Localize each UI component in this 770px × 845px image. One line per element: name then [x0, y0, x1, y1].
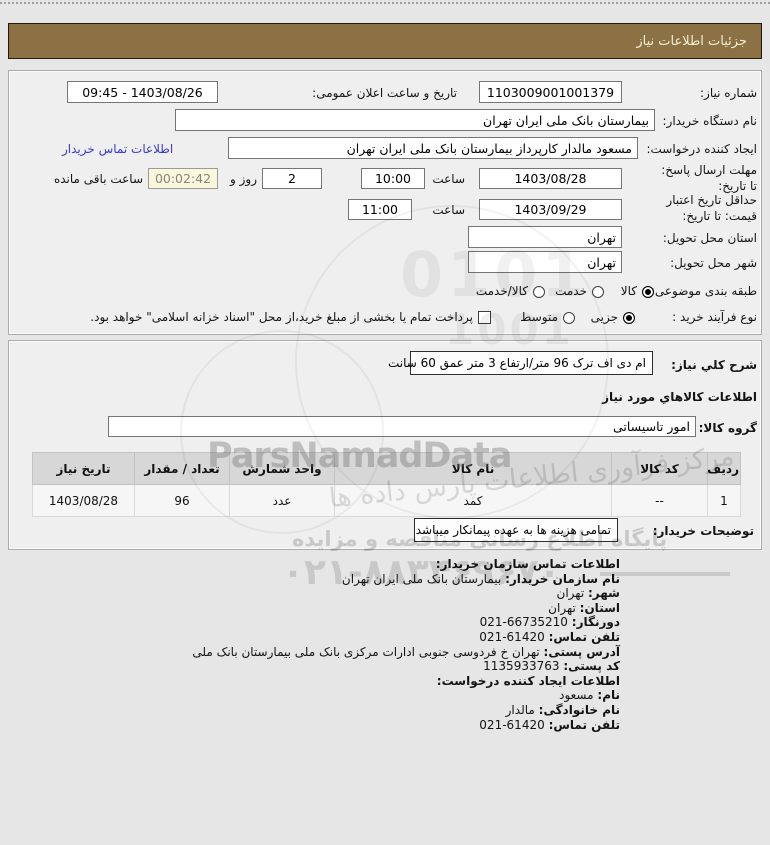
- cell-item-name: کمد: [334, 484, 612, 517]
- cell-row-number: 1: [707, 484, 741, 517]
- col-quantity: تعداد / مقدار: [134, 452, 230, 485]
- price-validity-time-field[interactable]: [348, 199, 412, 220]
- col-need-date: تاریخ نیاز: [32, 452, 135, 485]
- response-deadline-date-field[interactable]: [479, 168, 622, 189]
- creator-line-first-name: نام: مسعود: [145, 688, 620, 703]
- creator-field[interactable]: [228, 137, 638, 159]
- radio-medium[interactable]: [563, 312, 575, 324]
- cell-item-code: --: [611, 484, 708, 517]
- creator-line-last-name: نام خانوادگی: مالدار: [145, 703, 620, 718]
- fax-label: دورنگار:: [571, 615, 620, 630]
- price-validity-label: حداقل تاریخ اعتبار قیمت: تا تاریخ:: [666, 193, 757, 223]
- last-name-label: نام خانوادگی:: [538, 702, 620, 717]
- need-number-label: شماره نیاز:: [700, 86, 757, 100]
- buyer-org-label: نام دستگاه خریدار:: [662, 114, 758, 128]
- deadline-hour-label: ساعت: [432, 172, 465, 186]
- response-deadline-label: مهلت ارسال پاسخ: تا تاریخ:: [661, 163, 757, 193]
- contact-line-postal: کد پستی: 1135933763: [145, 659, 620, 674]
- contact-line-phone: تلفن تماس: 61420-021: [145, 630, 620, 645]
- address-value: تهران خ فردوسی جنوبی ادارات مرکزی بانک م…: [192, 644, 540, 659]
- radio-goods[interactable]: [642, 286, 654, 298]
- org-contact-heading: اطلاعات تماس سازمان خریدار:: [435, 557, 620, 571]
- page-title-bar: جزئیات اطلاعات نیاز: [8, 23, 762, 59]
- col-unit: واحد شمارش: [229, 452, 335, 485]
- city-label: شهر:: [588, 586, 620, 601]
- first-name-label: نام:: [597, 688, 620, 703]
- contact-line-province: استان: تهران: [145, 601, 620, 616]
- org-name-label: نام سازمان خریدار:: [505, 571, 620, 586]
- process-type-label: نوع فرآیند خرید :: [672, 310, 757, 324]
- postal-value: 1135933763: [483, 659, 560, 674]
- items-table-header-row: ردیف کد کالا نام کالا واحد شمارش تعداد /…: [32, 452, 741, 485]
- classification-label: طبقه بندی موضوعی:: [650, 284, 757, 298]
- creator-label: ایجاد کننده درخواست:: [646, 142, 757, 156]
- province-label: استان:: [579, 600, 620, 615]
- required-items-heading: اطلاعات کالاهاي مورد نیاز: [602, 390, 757, 404]
- postal-label: کد پستی:: [563, 659, 620, 674]
- radio-partial[interactable]: [623, 312, 635, 324]
- buyer-notes-box: تمامی هزینه ها به عهده پیمانکار میباشد: [414, 518, 618, 542]
- org-name-value: بیمارستان بانک ملی ایران تهران: [341, 571, 502, 586]
- page-title: جزئیات اطلاعات نیاز: [636, 33, 747, 49]
- col-item-name: نام کالا: [334, 452, 612, 485]
- validity-hour-label: ساعت: [432, 203, 465, 217]
- cell-need-date: 1403/08/28: [32, 484, 135, 517]
- response-deadline-time-field[interactable]: [361, 168, 425, 189]
- items-table-row: 1 -- کمد عدد 96 1403/08/28: [32, 484, 741, 517]
- radio-goods-service[interactable]: [533, 286, 545, 298]
- phone-label: تلفن تماس:: [548, 629, 620, 644]
- creator-contact-heading: اطلاعات ایجاد کننده درخواست:: [436, 673, 620, 688]
- cell-quantity: 96: [134, 484, 230, 517]
- delivery-city-label: شهر محل تحویل:: [670, 256, 757, 270]
- buyer-notes-label: توضیحات خریدار:: [652, 524, 754, 538]
- need-description-box: ام دی اف ترک 96 متر/ارتفاع 3 متر عمق 60 …: [388, 351, 653, 375]
- contact-line-org-name: نام سازمان خریدار: بیمارستان بانک ملی ای…: [145, 572, 620, 587]
- creator-phone-value: 61420-021: [479, 717, 545, 732]
- last-name-value: مالدار: [505, 702, 535, 717]
- col-item-code: کد کالا: [611, 452, 708, 485]
- buyer-org-field[interactable]: [175, 109, 655, 131]
- col-row-number: ردیف: [707, 452, 741, 485]
- countdown-timer: 00:02:42: [148, 168, 218, 189]
- province-value: تهران: [548, 600, 576, 615]
- address-label: آدرس پستی:: [543, 644, 620, 659]
- fax-value: 66735210-021: [479, 615, 568, 630]
- hours-remaining-label: ساعت باقی مانده: [53, 172, 143, 186]
- cell-unit: عدد: [229, 484, 335, 517]
- first-name-value: مسعود: [559, 688, 594, 703]
- top-dotted-divider: [0, 2, 770, 4]
- radio-medium-label: متوسط: [520, 310, 558, 324]
- announce-datetime-field[interactable]: [67, 81, 218, 103]
- days-and-label: روز و: [230, 172, 257, 186]
- contact-line-city: شهر: تهران: [145, 586, 620, 601]
- price-validity-date-field[interactable]: [479, 199, 622, 220]
- radio-goods-label: کالا: [620, 284, 637, 298]
- items-table: ردیف کد کالا نام کالا واحد شمارش تعداد /…: [32, 452, 741, 517]
- goods-group-field[interactable]: [108, 416, 696, 437]
- radio-service-label: خدمت: [555, 284, 587, 298]
- goods-group-label: گروه کالا:: [698, 421, 757, 435]
- radio-goods-service-label: کالا/خدمت: [475, 284, 528, 298]
- announce-datetime-label: تاریخ و ساعت اعلان عمومی:: [312, 86, 457, 100]
- creator-phone-label: تلفن تماس:: [548, 717, 620, 732]
- contact-line-address: آدرس پستی: تهران خ فردوسی جنوبی ادارات م…: [145, 645, 620, 660]
- buyer-contact-link[interactable]: اطلاعات تماس خریدار: [62, 142, 174, 156]
- contact-line-fax: دورنگار: 66735210-021: [145, 615, 620, 630]
- need-number-field[interactable]: [479, 81, 622, 103]
- phone-value: 61420-021: [479, 629, 545, 644]
- creator-line-phone: تلفن تماس: 61420-021: [145, 718, 620, 733]
- radio-service[interactable]: [592, 286, 604, 298]
- delivery-province-field[interactable]: [468, 226, 622, 248]
- radio-partial-label: جزیی: [590, 310, 618, 324]
- city-value: تهران: [556, 586, 585, 601]
- need-description-label: شرح کلي نیاز:: [671, 358, 757, 372]
- delivery-province-label: استان محل تحویل:: [662, 231, 757, 245]
- remaining-days-field[interactable]: [262, 168, 322, 189]
- treasury-payment-label: پرداخت تمام یا بخشی از مبلغ خرید،از محل …: [90, 310, 473, 324]
- treasury-payment-checkbox[interactable]: [478, 311, 491, 324]
- contact-info-block: اطلاعات تماس سازمان خریدار: نام سازمان خ…: [145, 557, 620, 732]
- delivery-city-field[interactable]: [468, 251, 622, 273]
